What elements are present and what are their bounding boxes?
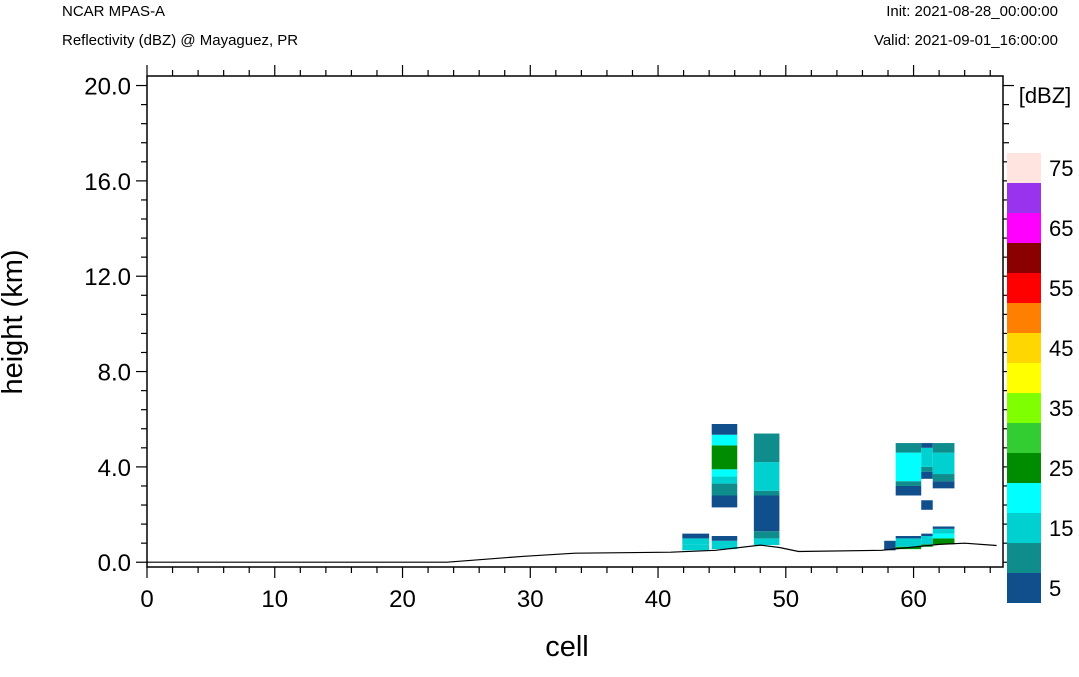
reflectivity-cell-4 [895,485,922,496]
reflectivity-cell-5 [921,443,933,448]
x-tick-label: 20 [389,586,416,613]
x-tick-label: 40 [645,586,672,613]
reflectivity-cell-1 [711,483,738,496]
colorbar-swatch [1007,363,1041,393]
reflectivity-cell-1 [711,423,738,435]
y-tick-label: 16.0 [84,169,131,196]
terrain-line [147,542,997,563]
colorbar-swatch [1007,243,1041,273]
colorbar-swatch [1007,183,1041,213]
colorbar-swatch [1007,153,1041,183]
colorbar-label: 75 [1049,156,1073,181]
colorbar-label: 35 [1049,396,1073,421]
x-axis-label: cell [545,631,589,663]
reflectivity-cell-2 [753,538,780,546]
colorbar-swatch [1007,213,1041,243]
reflectivity-cell-6 [932,528,955,534]
reflectivity-cell-4 [895,452,922,482]
model-name: NCAR MPAS-A [62,3,165,20]
colorbar-swatch [1007,513,1041,543]
reflectivity-cell-0 [682,544,710,551]
reflectivity-cell-2 [753,531,780,539]
reflectivity-cell-2 [753,462,780,491]
colorbar-swatch [1007,453,1041,483]
colorbar-swatch [1007,543,1041,573]
colorbar-label: 5 [1049,576,1061,601]
reflectivity-cell-1 [711,540,738,546]
colorbar-label: 25 [1049,456,1073,481]
colorbar-swatch [1007,423,1041,453]
y-tick-label: 4.0 [98,455,131,482]
colorbar-swatch [1007,273,1041,303]
reflectivity-cell-1 [711,536,738,541]
reflectivity-cell-6 [932,538,955,545]
reflectivity-cell-5 [921,471,933,479]
reflectivity-cell-6 [932,533,955,539]
colorbar-title: [dBZ] [1019,83,1072,108]
colorbar-swatch [1007,573,1041,603]
reflectivity-cell-2 [753,490,780,496]
y-tick-label: 12.0 [84,264,131,291]
reflectivity-cell-6 [932,452,955,475]
x-tick-label: 10 [261,586,288,613]
reflectivity-cell-0 [682,533,710,539]
reflectivity-cell-3 [884,540,896,551]
reflectivity-cell-6 [932,481,955,489]
reflectivity-cell-4 [895,443,922,453]
reflectivity-cell-1 [711,445,738,470]
colorbar: 5 15 25 35 45 55 65 75 [1007,153,1073,603]
y-tick-label: 8.0 [98,360,131,387]
x-tick-label: 30 [517,586,544,613]
y-axis-label: height (km) [0,249,29,394]
reflectivity-cell-5 [921,536,933,545]
reflectivity-cell-6 [932,474,955,482]
reflectivity-cell-5 [921,447,933,467]
y-tick-label: 20.0 [84,74,131,101]
colorbar-label: 65 [1049,216,1073,241]
plot-area [147,423,997,563]
reflectivity-cell-5 [921,533,933,537]
plot-frame [146,75,1004,568]
reflectivity-cell-4 [895,481,922,486]
reflectivity-cell-1 [711,545,738,550]
reflectivity-cell-5 [921,466,933,472]
init-time: Init: 2021-08-28_00:00:00 [886,3,1058,20]
field-title: Reflectivity (dBZ) @ Mayaguez, PR [62,32,298,49]
x-tick-label: 50 [772,586,799,613]
reflectivity-cell-0 [682,538,710,545]
colorbar-swatch [1007,483,1041,513]
reflectivity-cell-1 [711,434,738,446]
colorbar-swatch [1007,393,1041,423]
colorbar-label: 45 [1049,336,1073,361]
reflectivity-cell-2 [753,495,780,532]
reflectivity-cell-1 [711,469,738,477]
colorbar-swatch [1007,303,1041,333]
reflectivity-cell-6 [932,443,955,453]
y-tick-label: 0.0 [98,550,131,577]
axes: 0 10 20 30 40 50 60 0.0 4.0 8.0 12.0 16.0 20.0 [84,65,1014,613]
colorbar-swatch [1007,333,1041,363]
reflectivity-cell-1 [711,495,738,508]
reflectivity-cell-1 [711,476,738,484]
reflectivity-cell-6 [932,526,955,529]
x-tick-label: 60 [900,586,927,613]
colorbar-label: 15 [1049,516,1073,541]
reflectivity-cell-4 [895,538,922,547]
valid-time: Valid: 2021-09-01_16:00:00 [874,32,1058,49]
x-tick-label: 0 [140,586,153,613]
reflectivity-cell-2 [753,433,780,463]
colorbar-label: 55 [1049,276,1073,301]
reflectivity-cell-4 [895,536,922,539]
reflectivity-cell-5 [921,500,933,510]
